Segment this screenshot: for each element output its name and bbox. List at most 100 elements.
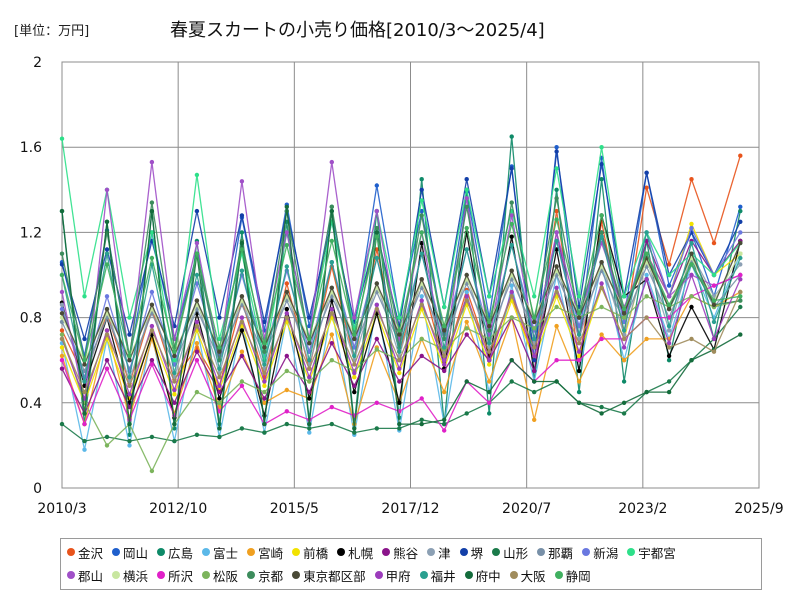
data-point	[59, 302, 65, 307]
data-point	[374, 234, 379, 239]
data-point	[329, 204, 334, 209]
data-point	[532, 389, 537, 395]
data-point	[689, 251, 694, 256]
data-point	[711, 240, 717, 246]
data-point	[532, 319, 537, 325]
data-point	[738, 251, 743, 256]
data-point	[487, 400, 492, 405]
series-大阪	[59, 285, 743, 395]
data-point	[172, 349, 177, 354]
data-point	[239, 319, 245, 325]
data-point	[599, 281, 604, 286]
data-point	[262, 396, 267, 401]
legend-label: 熊谷	[393, 545, 419, 561]
data-point	[104, 187, 110, 192]
data-point	[464, 411, 469, 416]
legend-marker-icon	[67, 548, 75, 556]
data-point	[711, 298, 717, 303]
data-point	[738, 332, 743, 337]
legend-item: 宮崎	[247, 543, 283, 562]
data-point	[442, 328, 447, 333]
data-point	[352, 332, 357, 337]
data-point	[532, 336, 537, 342]
data-point	[59, 272, 65, 278]
data-point	[419, 353, 424, 359]
data-point	[262, 370, 267, 376]
data-point	[149, 358, 155, 363]
data-point	[599, 162, 604, 167]
y-tick-label: 1.6	[20, 140, 42, 156]
data-point	[442, 345, 447, 350]
data-point	[738, 304, 743, 310]
data-point	[419, 187, 424, 192]
data-point	[509, 200, 514, 205]
data-point	[374, 281, 379, 286]
data-point	[576, 368, 582, 374]
data-point	[239, 379, 245, 384]
data-point	[59, 366, 65, 371]
data-point	[487, 328, 492, 333]
data-point	[307, 336, 312, 342]
data-point	[59, 262, 65, 267]
data-point	[464, 272, 469, 278]
legend-item: 新潟	[582, 543, 618, 562]
data-point	[509, 289, 514, 295]
data-point	[576, 311, 582, 316]
data-point	[711, 319, 717, 325]
legend-marker-icon	[157, 548, 166, 556]
data-point	[419, 213, 424, 218]
data-point	[59, 306, 65, 312]
data-point	[239, 383, 245, 388]
data-point	[149, 230, 155, 235]
data-point	[104, 434, 110, 440]
data-point	[82, 411, 87, 416]
x-tick-label: 2020/7	[502, 501, 551, 517]
data-point	[464, 225, 469, 231]
data-point	[374, 255, 379, 261]
data-point	[307, 358, 312, 363]
data-point	[464, 294, 469, 299]
data-point	[689, 221, 694, 227]
data-point	[464, 289, 469, 295]
data-point	[442, 323, 447, 329]
data-point	[104, 306, 110, 312]
legend-item: 松阪	[202, 566, 238, 585]
data-point	[487, 323, 492, 329]
y-tick-label: 0.8	[20, 311, 42, 327]
legend-item: 大阪	[509, 566, 546, 585]
data-point	[149, 208, 155, 214]
data-point	[576, 332, 582, 337]
legend-item: 府中	[464, 566, 501, 585]
data-point	[509, 234, 514, 239]
legend-marker-icon	[554, 571, 563, 579]
data-point	[397, 315, 402, 320]
legend-item: 前橋	[292, 543, 328, 562]
data-point	[509, 315, 514, 320]
series-府中	[59, 204, 743, 431]
data-point	[262, 341, 267, 346]
data-point	[599, 145, 604, 150]
data-point	[554, 264, 559, 269]
data-point	[666, 345, 672, 350]
data-point	[554, 230, 559, 235]
data-point	[374, 306, 379, 312]
legend-label: 広島	[168, 545, 194, 561]
data-point	[59, 353, 65, 359]
data-point	[352, 430, 357, 435]
data-point	[711, 349, 717, 354]
data-point	[127, 392, 132, 397]
data-point	[262, 349, 267, 354]
data-point	[239, 213, 245, 218]
data-point	[194, 319, 200, 325]
data-point	[554, 289, 559, 295]
data-point	[442, 389, 447, 395]
data-point	[442, 421, 447, 427]
data-point	[307, 315, 312, 320]
data-point	[352, 383, 357, 388]
data-point	[127, 443, 132, 448]
data-point	[329, 238, 334, 244]
legend-marker-icon	[537, 548, 546, 556]
data-point	[576, 294, 582, 299]
data-point	[464, 298, 469, 303]
data-point	[419, 298, 424, 303]
